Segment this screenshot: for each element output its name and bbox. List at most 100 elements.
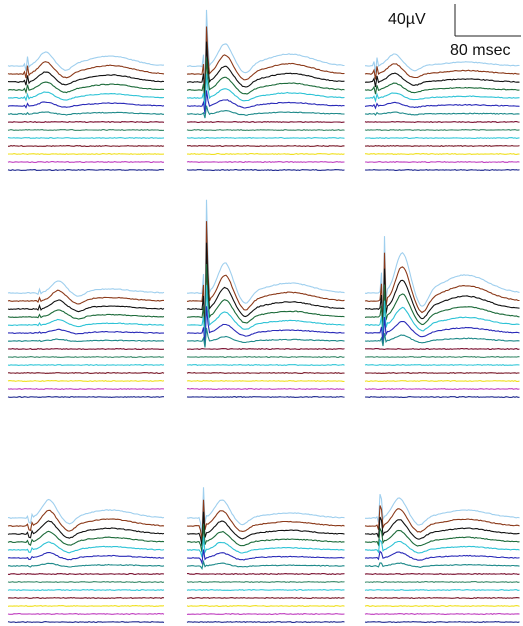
waveform <box>7 128 165 131</box>
waveform <box>187 285 345 345</box>
waveform <box>7 169 165 171</box>
waveform <box>365 538 520 554</box>
waveform <box>7 289 164 305</box>
waveform <box>186 559 345 570</box>
waveform <box>186 511 345 547</box>
waveform <box>7 51 165 72</box>
waveform <box>7 551 164 561</box>
waveform <box>7 364 165 367</box>
waveform <box>186 371 345 374</box>
waveform <box>186 137 345 139</box>
waveform <box>365 161 520 164</box>
waveform <box>186 621 345 624</box>
waveform <box>186 396 345 399</box>
waveform <box>187 348 345 351</box>
waveform <box>7 541 165 554</box>
waveform <box>364 72 520 88</box>
waveform <box>364 505 520 533</box>
waveform <box>8 91 165 102</box>
waveform <box>187 572 345 576</box>
waveform <box>186 605 345 607</box>
waveform <box>7 509 165 532</box>
amplitude-label: 40µV <box>388 11 426 28</box>
waveform <box>364 387 520 391</box>
waveform <box>364 111 520 116</box>
waveform <box>186 242 345 342</box>
waveform <box>186 549 345 566</box>
waveform <box>364 92 520 103</box>
waveform <box>364 363 520 366</box>
waveform <box>186 613 345 616</box>
waveform <box>7 589 165 591</box>
waveform <box>186 73 345 110</box>
waveform <box>186 306 345 347</box>
waveform <box>7 120 165 124</box>
waveform <box>7 153 165 156</box>
waveform <box>186 499 345 542</box>
waveform <box>365 347 520 351</box>
time-label: 80 msec <box>450 42 510 59</box>
waveform <box>7 379 165 382</box>
waveform <box>186 57 345 106</box>
waveform <box>7 621 165 623</box>
waveform <box>364 516 520 540</box>
waveform <box>8 372 165 374</box>
waveform <box>186 536 345 558</box>
waveform <box>187 199 345 340</box>
waveform <box>7 309 165 320</box>
waveform <box>7 581 165 583</box>
waveform <box>186 145 345 147</box>
waveform <box>7 71 165 86</box>
waveform <box>7 145 165 147</box>
waveform <box>7 280 165 297</box>
waveform <box>7 387 165 390</box>
waveform <box>364 53 520 73</box>
waveform <box>187 597 345 599</box>
waveform <box>186 105 345 119</box>
waveform <box>7 338 165 343</box>
waveform <box>364 333 520 347</box>
waveform <box>364 562 520 568</box>
waveform <box>186 160 345 164</box>
waveform <box>364 268 520 336</box>
waveform <box>7 61 165 79</box>
waveform <box>186 380 345 383</box>
waveform <box>7 562 165 568</box>
waveform <box>7 613 165 615</box>
waveform-grid <box>7 9 520 624</box>
waveform <box>8 328 165 335</box>
waveform <box>186 121 345 123</box>
waveform <box>364 82 520 95</box>
waveform <box>365 494 520 526</box>
waveform <box>186 487 345 536</box>
waveform <box>364 169 520 171</box>
waveform <box>364 526 520 548</box>
waveform <box>364 316 520 344</box>
waveform <box>7 81 165 95</box>
waveform <box>187 356 345 358</box>
waveform <box>364 589 520 591</box>
waveform <box>364 300 520 342</box>
waveform <box>186 364 345 366</box>
waveform <box>186 263 345 344</box>
waveform <box>7 530 165 546</box>
waveform <box>7 356 165 358</box>
waveform <box>364 63 520 80</box>
waveform <box>7 111 164 116</box>
waveform <box>7 396 164 398</box>
waveform <box>364 236 520 331</box>
waveform <box>364 395 520 398</box>
waveform <box>364 597 520 600</box>
waveform <box>364 372 520 374</box>
waveform <box>364 573 520 575</box>
waveform <box>364 605 520 607</box>
waveform <box>186 153 345 155</box>
waveform <box>7 160 165 163</box>
waveform <box>365 144 520 148</box>
waveform <box>364 620 520 623</box>
waveform <box>365 356 520 359</box>
waveform <box>7 299 165 313</box>
waveform <box>186 169 345 171</box>
waveform <box>186 90 345 115</box>
